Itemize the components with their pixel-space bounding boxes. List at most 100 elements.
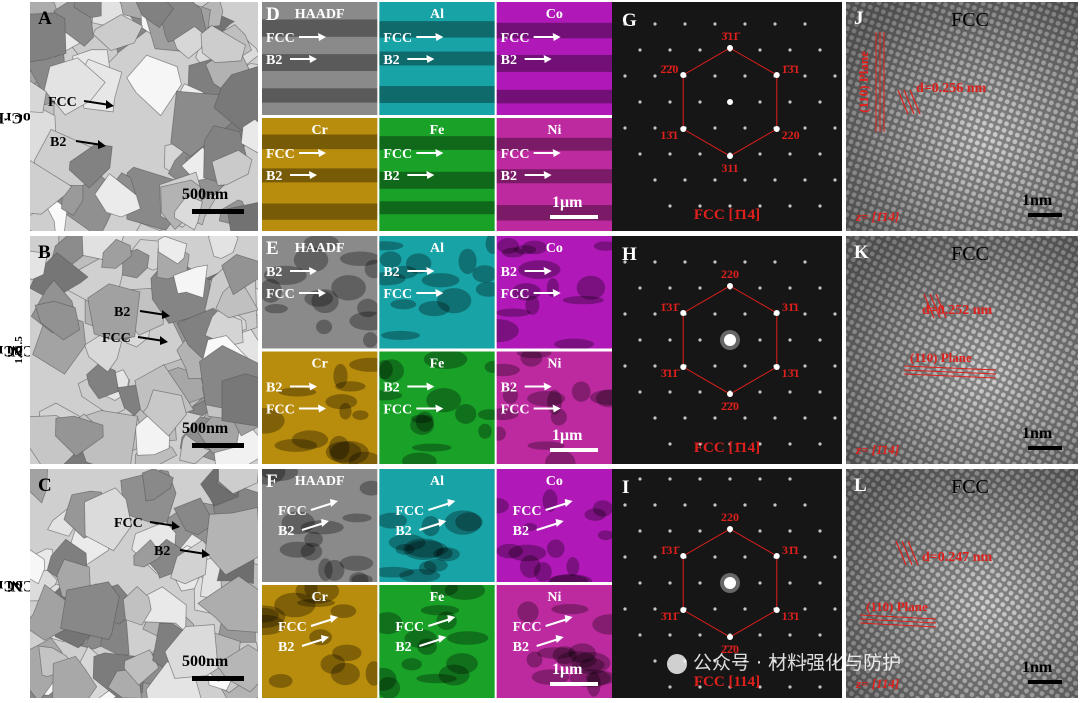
- scale-bar-label: 1μm: [552, 661, 583, 678]
- phase-label: FCC: [102, 331, 131, 346]
- scale-bar: [1028, 680, 1062, 684]
- spot-index-label: 13̄1: [660, 128, 678, 142]
- phase-label: FCC: [501, 287, 530, 302]
- eds-tile-label: HAADF: [295, 7, 345, 22]
- phase-label: B2: [383, 381, 399, 396]
- spot-index-label: 31̄1: [782, 300, 799, 314]
- phase-label: FCC: [383, 287, 412, 302]
- phase-label: B2: [395, 524, 411, 539]
- diffraction-spot: [727, 45, 733, 51]
- eds-tile-label: Fe: [430, 357, 445, 372]
- phase-label: B2: [501, 53, 517, 68]
- bright-field-panel-a: A FCC B2 500nm: [30, 2, 258, 231]
- diffraction-spot: [727, 526, 733, 532]
- lattice-fringe-marker: [895, 540, 907, 566]
- zone-axis-label: z= [1̄14]: [855, 209, 899, 224]
- lattice-fringe-marker: [901, 540, 913, 566]
- phase-label: FCC: [266, 147, 295, 162]
- spot-index-label: 31̄1: [782, 543, 799, 557]
- scale-bar: [550, 215, 598, 219]
- eds-tile-label: Cr: [312, 357, 328, 372]
- panel-letter: A: [38, 8, 52, 29]
- plane-line: [903, 365, 997, 371]
- phase-label: B2: [114, 305, 130, 320]
- d-spacing-label: d=0.252 nm: [922, 303, 993, 318]
- scale-bar-label: 500nm: [182, 653, 229, 670]
- phase-label: B2: [501, 169, 517, 184]
- transmitted-beam-spot: [727, 99, 733, 105]
- transmitted-beam-spot: [724, 334, 736, 346]
- panel-letter: D: [266, 4, 280, 25]
- phase-label: FCC: [501, 147, 530, 162]
- phase-label: FCC: [48, 95, 77, 110]
- spot-index-label: 1̄31̄: [660, 543, 680, 557]
- phase-label: B2: [513, 524, 529, 539]
- plane-line: [859, 622, 937, 628]
- eds-tile-al: Al FCC B2: [379, 2, 495, 115]
- spot-index-label: 311: [721, 161, 738, 175]
- phase-label: B2: [383, 53, 399, 68]
- diffraction-spot: [773, 364, 780, 370]
- phase-arrow: [536, 638, 559, 647]
- zone-axis-label: FCC [1̄14]: [694, 440, 760, 456]
- panel-letter: G: [622, 10, 637, 31]
- eds-tile-label: HAADF: [295, 241, 345, 256]
- eds-tile-co: Co FCC B2: [496, 2, 612, 115]
- phase-label: FCC: [395, 504, 424, 519]
- diffraction-spot: [773, 310, 780, 316]
- spot-index-label: 13̄1: [782, 366, 800, 380]
- eds-tile-fe: Fe B2 FCC: [379, 351, 495, 464]
- eds-tile-label: Co: [546, 7, 563, 22]
- diffraction-spot: [773, 553, 780, 559]
- spot-index-label: 2̄2̄0: [721, 642, 739, 656]
- phase-label: B2: [266, 53, 282, 68]
- phase-label: FCC: [951, 9, 989, 31]
- phase-label: B2: [513, 640, 529, 655]
- eds-tile-label: Ni: [547, 590, 561, 605]
- phase-label: FCC: [383, 403, 412, 418]
- phase-label: B2: [383, 169, 399, 184]
- phase-label: B2: [266, 265, 282, 280]
- spot-index-label: 220: [721, 267, 739, 281]
- phase-label: B2: [501, 265, 517, 280]
- diffraction-spot: [727, 391, 733, 397]
- diffraction-spot: [773, 72, 780, 78]
- saed-pattern-panel-i: 220 31̄1 13̄1 2̄2̄0 3̄11̄ 1̄31̄ I FCC [114]: [612, 469, 842, 698]
- eds-tile-label: HAADF: [295, 474, 345, 489]
- scale-bar: [192, 676, 244, 681]
- phase-arrow: [536, 522, 559, 531]
- eds-tile-cr: Cr FCC B2: [262, 118, 378, 231]
- panel-letter: L: [854, 475, 867, 496]
- phase-label: FCC: [951, 243, 989, 265]
- wechat-icon: [667, 653, 687, 674]
- panel-letter: C: [38, 475, 52, 496]
- spot-index-label: 220: [721, 510, 739, 524]
- lattice-fringe-marker: [909, 89, 921, 115]
- phase-arrow: [545, 502, 568, 511]
- diffraction-spot: [680, 607, 687, 613]
- saed-pattern-panel-h: 220 31̄1 13̄1 2̄2̄0 3̄11̄ 1̄31̄ H FCC [1̄14]: [612, 236, 842, 464]
- phase-arrow: [310, 502, 334, 511]
- spot-index-label: 2̄2̄0: [660, 62, 678, 76]
- eds-tile-label: Fe: [430, 123, 445, 138]
- phase-arrow: [310, 618, 334, 627]
- scale-bar-label: 1nm: [1022, 425, 1053, 442]
- phase-arrow: [301, 522, 325, 531]
- scale-bar: [550, 682, 598, 686]
- eds-tile-haadf: HAADF FCC B2: [262, 469, 378, 582]
- scale-bar: [192, 443, 244, 448]
- spot-index-label: 1̄31̄: [660, 300, 680, 314]
- diffraction-spot: [727, 634, 733, 640]
- bright-field-panel-b: B B2 FCC 500nm: [30, 236, 258, 464]
- phase-label: FCC: [114, 516, 143, 531]
- phase-arrow: [545, 618, 568, 627]
- scale-bar-label: 1μm: [552, 427, 583, 444]
- phase-label: B2: [278, 524, 294, 539]
- phase-arrow: [75, 140, 103, 146]
- eds-tile-label: Fe: [430, 590, 445, 605]
- eds-tile-label: Al: [430, 7, 444, 22]
- phase-label: FCC: [501, 31, 530, 46]
- eds-tile-ni: Ni FCC B2: [496, 118, 612, 231]
- d-spacing-label: d=0.247 nm: [922, 550, 993, 565]
- eds-tile-label: Ni: [547, 123, 561, 138]
